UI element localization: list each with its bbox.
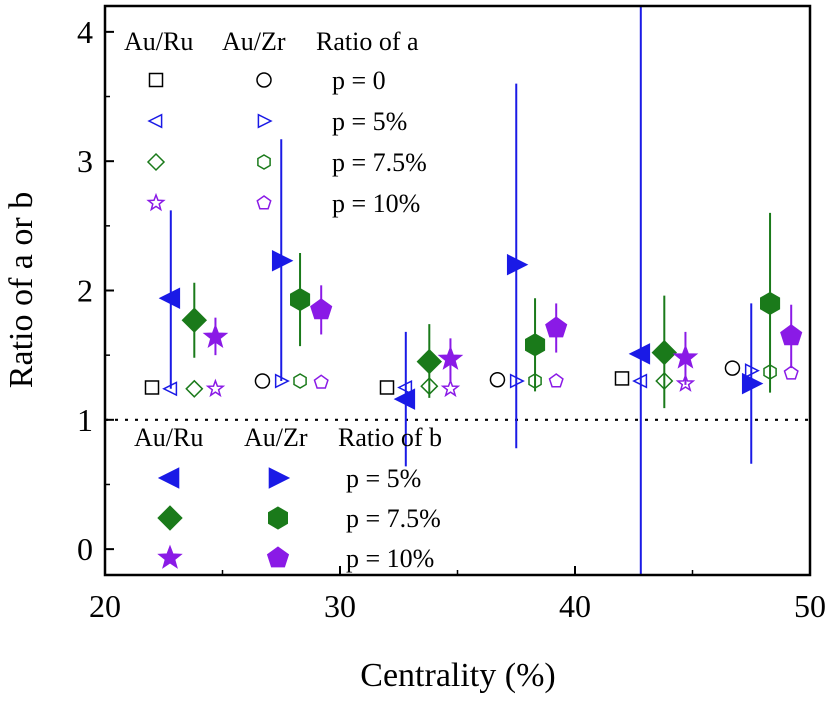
- data-point-s9-p1: [506, 253, 529, 276]
- data-point-s5-p0: [293, 373, 307, 389]
- data-point-s5-p1: [528, 373, 542, 389]
- legend-a-header-0: Au/Ru: [124, 27, 193, 56]
- data-point-s9-p2: [741, 372, 764, 395]
- data-point-s11-p0: [290, 288, 311, 312]
- data-point-s11-p1: [525, 333, 546, 357]
- legend-a-left-marker-3: [146, 192, 166, 212]
- data-point-s6-p2: [675, 373, 696, 392]
- data-point-s12-p1: [437, 345, 464, 370]
- x-tick-label-20: 20: [89, 588, 121, 624]
- y-tick-label-3: 3: [77, 143, 93, 179]
- data-point-s8-p2: [628, 343, 651, 365]
- y-tick-label-2: 2: [77, 273, 93, 309]
- data-point-s7-p0: [313, 374, 329, 389]
- data-point-s8-p0: [158, 287, 181, 309]
- data-point-s1-p1: [489, 371, 506, 388]
- y-tick-label-1: 1: [77, 402, 93, 438]
- data-point-s4-p0: [185, 379, 204, 398]
- data-point-s10-p0: [181, 307, 208, 333]
- data-point-s12-p2: [672, 344, 699, 369]
- data-point-s4-p1: [420, 377, 439, 396]
- x-axis-label: Centrality (%): [360, 657, 555, 694]
- data-point-s10-p1: [416, 348, 443, 375]
- legend-a-left-marker-1: [147, 113, 163, 129]
- data-point-s7-p2: [783, 365, 799, 380]
- data-point-s0-p1: [379, 380, 395, 395]
- legend-b-right-marker-2: [266, 546, 290, 568]
- legend-area: Au/Ru Au/Zr Ratio of a p = 0 p = 5% p = 7.5% p…: [124, 27, 442, 573]
- x-tick-label-40: 40: [559, 588, 591, 624]
- legend-b-label-2: p = 10%: [346, 544, 434, 573]
- data-point-s2-p2: [632, 373, 648, 389]
- y-tick-label-0: 0: [77, 531, 93, 567]
- legend-a-header-1: Au/Zr: [222, 27, 286, 56]
- data-point-s11-p2: [760, 291, 781, 315]
- legend-b-label-1: p = 7.5%: [346, 504, 441, 533]
- data-point-s13-p1: [545, 316, 568, 338]
- y-tick-label-4: 4: [77, 14, 93, 50]
- legend-a-right-marker-1: [257, 113, 273, 129]
- legend-a-label-2: p = 7.5%: [332, 148, 427, 177]
- data-point-s4-p2: [655, 371, 674, 391]
- axes-frame: [103, 4, 812, 577]
- y-axis-label: Ratio of a or b: [3, 192, 40, 388]
- data-point-s6-p0: [205, 378, 226, 398]
- legend-a-right-marker-3: [256, 195, 272, 210]
- legend-a-right-marker-2: [257, 154, 271, 170]
- legend-a-label-1: p = 5%: [332, 107, 407, 136]
- data-point-s5-p2: [763, 364, 777, 380]
- legend-b-label-0: p = 5%: [346, 464, 421, 493]
- legend-a-left-marker-0: [148, 72, 164, 88]
- legend-b-header-0: Au/Ru: [134, 423, 203, 452]
- x-tick-label-50: 50: [794, 588, 826, 624]
- legend-b-header-2: Ratio of b: [338, 423, 442, 452]
- data-point-s9-p0: [271, 250, 294, 272]
- legend-a-left-marker-2: [146, 152, 166, 172]
- data-point-s0-p0: [144, 380, 160, 395]
- x-tick-label-30: 30: [324, 588, 356, 624]
- legend-a-right-marker-0: [256, 72, 272, 88]
- data-point-s1-p2: [724, 360, 741, 376]
- data-point-s3-p0: [274, 373, 290, 389]
- data-point-s7-p1: [548, 373, 564, 388]
- legend-b-right-marker-1: [268, 506, 288, 530]
- legend-b-left-marker-0: [157, 467, 180, 489]
- legend-a-label-3: p = 10%: [332, 189, 420, 218]
- plot-area: 20 30 40 50 0 1 2 3 4: [77, 4, 826, 624]
- data-point-s10-p2: [651, 339, 678, 366]
- data-point-s2-p1: [397, 379, 413, 396]
- data-point-s8-p1: [393, 388, 416, 410]
- legend-a-label-0: p = 0: [332, 66, 386, 95]
- legend-b-left-marker-2: [157, 544, 183, 569]
- data-point-s1-p0: [254, 373, 271, 389]
- data-point-s13-p2: [780, 324, 803, 346]
- data-point-s2-p0: [162, 381, 178, 397]
- legend-b-left-marker-1: [157, 505, 183, 531]
- data-point-s3-p2: [744, 363, 760, 379]
- data-point-s0-p2: [614, 371, 630, 386]
- legend-b-right-marker-0: [268, 467, 291, 489]
- data-point-s12-p0: [202, 323, 229, 348]
- legend-a-header-2: Ratio of a: [316, 27, 419, 56]
- data-point-s6-p1: [440, 378, 461, 398]
- data-point-s13-p0: [310, 298, 333, 320]
- data-point-s3-p1: [509, 373, 525, 389]
- legend-b-header-1: Au/Zr: [244, 423, 308, 452]
